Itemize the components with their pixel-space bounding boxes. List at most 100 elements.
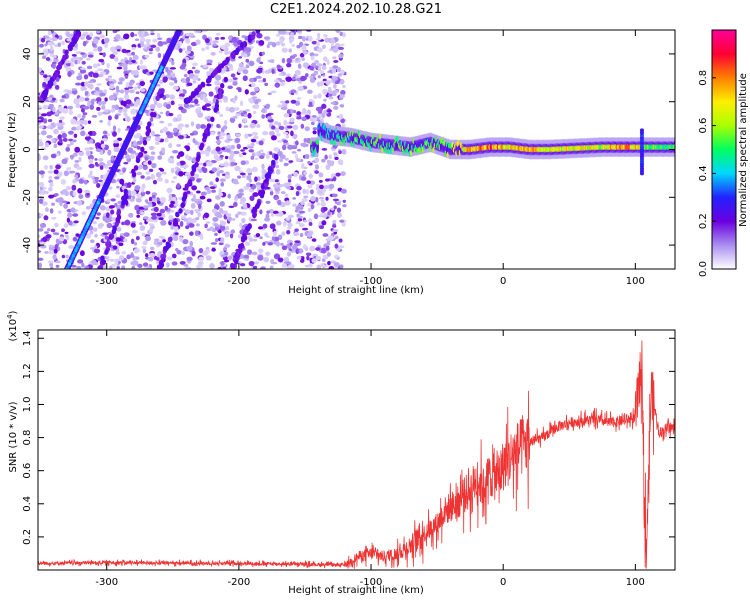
heatmap-noise-cell [184, 124, 190, 128]
heatmap-noise-cell [314, 53, 319, 57]
heatmap-noise-cell [325, 245, 330, 251]
heatmap-noise-cell [288, 160, 294, 163]
heatmap-noise-cell [254, 176, 258, 182]
heatmap-noise-cell [38, 250, 42, 253]
heatmap-noise-cell [262, 77, 266, 83]
heatmap-noise-cell [131, 44, 137, 48]
heatmap-noise-cell [97, 46, 103, 52]
heatmap-noise-cell [131, 59, 136, 63]
heatmap-noise-cell [305, 112, 310, 116]
heatmap-noise-cell [295, 140, 299, 146]
heatmap-noise-cell [277, 150, 283, 157]
heatmap-noise-cell [313, 213, 319, 220]
heatmap-noise-cell [64, 234, 69, 238]
heatmap-noise-cell [227, 255, 233, 260]
heatmap-noise-cell [38, 154, 41, 161]
heatmap-noise-cell [131, 195, 136, 200]
heatmap-noise-cell [173, 203, 179, 207]
heatmap-noise-cell [166, 256, 173, 261]
heatmap-noise-cell [248, 260, 255, 267]
heatmap-streak-cell [252, 211, 257, 218]
heatmap-noise-cell [151, 194, 156, 199]
heatmap-noise-cell [216, 82, 222, 85]
heatmap-streak-cell [158, 88, 163, 95]
heatmap-noise-cell [168, 112, 174, 117]
snr-y-ticks: 0.2 0.4 0.6 0.8 1.0 1.2 1.4 [22, 330, 675, 545]
heatmap-noise-cell [176, 143, 182, 148]
heatmap-noise-cell [333, 262, 340, 267]
heatmap-noise-cell [85, 133, 90, 137]
heatmap-noise-cell [43, 118, 48, 124]
heatmap-noise-cell [143, 44, 147, 50]
heatmap-noise-cell [288, 248, 293, 251]
heatmap-noise-cell [65, 186, 71, 191]
heatmap-noise-cell [313, 94, 318, 100]
heatmap-noise-cell [96, 148, 102, 153]
heatmap-noise-cell [311, 238, 317, 242]
heatmap-noise-cell [98, 179, 103, 183]
heatmap-noise-cell [338, 150, 342, 155]
heatmap-noise-cell [135, 198, 142, 203]
heatmap-noise-cell [108, 205, 115, 209]
heatmap-noise-cell [303, 171, 308, 176]
heatmap-noise-cell [59, 138, 63, 144]
heatmap-noise-cell [168, 214, 174, 220]
heatmap-noise-cell [284, 193, 289, 197]
heatmap-noise-cell [128, 212, 134, 218]
heatmap-noise-cell [142, 262, 149, 267]
heatmap-noise-cell [53, 169, 59, 175]
heatmap-noise-cell [46, 135, 53, 139]
heatmap-noise-cell [154, 238, 160, 242]
heatmap-noise-cell [339, 219, 344, 223]
heatmap-noise-cell [109, 83, 115, 90]
heatmap-noise-cell [307, 207, 312, 213]
heatmap-noise-cell [291, 244, 298, 250]
heatmap-noise-cell [49, 208, 54, 214]
heatmap-noise-cell [93, 91, 100, 96]
heatmap-noise-cell [161, 171, 167, 175]
heatmap-streak-cell [216, 67, 222, 74]
heatmap-noise-cell [317, 65, 322, 72]
heatmap-noise-cell [243, 113, 248, 118]
heatmap-noise-cell [223, 259, 230, 263]
heatmap-noise-cell [52, 254, 57, 261]
heatmap-noise-cell [331, 67, 337, 74]
heatmap-streak-cell [142, 139, 148, 146]
heatmap-noise-cell [67, 105, 74, 110]
heatmap-noise-cell [125, 154, 131, 160]
heatmap-noise-cell [186, 256, 193, 262]
heatmap-noise-cell [74, 146, 81, 153]
heatmap-noise-cell [278, 125, 285, 131]
heatmap-noise-cell [250, 138, 257, 143]
heatmap-noise-cell [309, 245, 316, 252]
heatmap-noise-cell [237, 67, 242, 74]
heatmap-noise-cell [145, 171, 151, 175]
snr-x-tick-label: -100 [360, 577, 383, 588]
heatmap-noise-cell [233, 107, 240, 111]
heatmap-noise-cell [195, 217, 200, 221]
heatmap-noise-cell [261, 107, 266, 114]
heatmap-noise-cell [300, 163, 305, 170]
heatmap-noise-cell [298, 223, 305, 228]
heatmap-noise-cell [206, 62, 213, 66]
heatmap-noise-cell [143, 33, 150, 36]
heatmap-noise-cell [149, 117, 154, 122]
heatmap-streak-cell [196, 154, 201, 160]
heatmap-noise-cell [332, 223, 336, 226]
heatmap-noise-cell [323, 33, 328, 38]
heatmap-noise-cell [334, 254, 340, 259]
heatmap-noise-cell [341, 222, 346, 227]
heatmap-noise-cell [104, 109, 109, 113]
heatmap-noise-cell [172, 149, 179, 154]
snr-y-tick-label: 0.8 [22, 430, 33, 446]
heatmap-noise-cell [111, 217, 117, 222]
heatmap-noise-cell [85, 265, 90, 269]
heatmap-noise-cell [305, 252, 312, 256]
heatmap-noise-cell [155, 141, 160, 145]
heatmap-noise-cell [306, 255, 310, 261]
heatmap-streak-cell [173, 220, 179, 227]
heatmap-noise-cell [168, 142, 173, 149]
heatmap-noise-cell [222, 266, 227, 269]
heatmap-noise-cell [336, 207, 342, 213]
heatmap-noise-cell [115, 204, 122, 209]
